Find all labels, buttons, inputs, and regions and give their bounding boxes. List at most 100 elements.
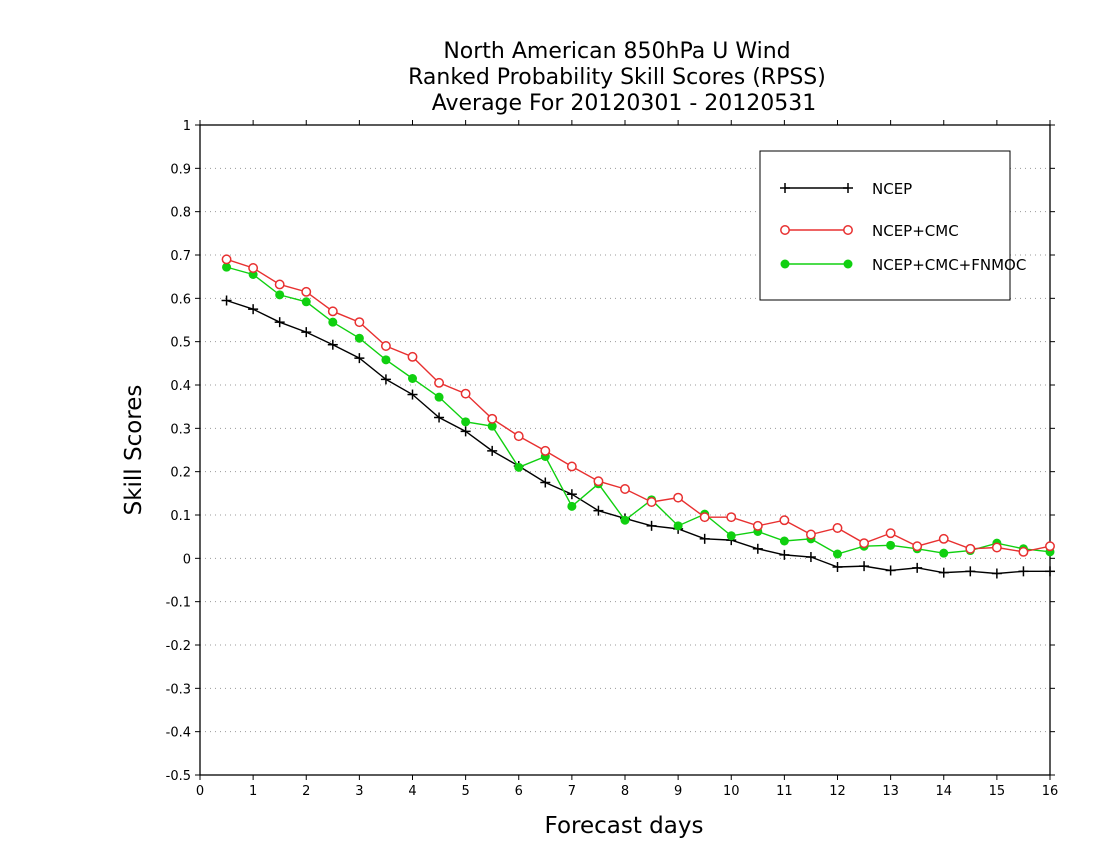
x-tick-label: 4 [408,784,416,799]
title-line-1: North American 850hPa U Wind [443,39,790,64]
legend-label: NCEP [872,180,912,198]
series-ncep-cmc-fnmoc [222,262,1055,559]
y-tick-label: 1 [183,119,191,134]
data-point [434,412,445,423]
series-line [226,258,1051,553]
data-point [752,543,763,554]
data-point [673,521,683,531]
legend-entry: NCEP [780,180,912,198]
data-point [1018,546,1029,557]
x-tick-label: 9 [674,784,682,799]
data-point [699,533,710,544]
legend-entry: NCEP+CMC [780,222,959,240]
data-point [752,520,763,531]
data-point [222,262,232,272]
data-point [780,259,790,269]
y-tick-label: -0.2 [166,639,191,654]
data-point [248,304,259,315]
chart-title: North American 850hPa U Wind Ranked Prob… [408,39,826,116]
data-point [965,543,976,554]
data-point [327,306,338,317]
y-tick-label: 0.2 [170,466,191,481]
y-tick-label: 0.7 [170,249,191,264]
data-point [620,515,630,525]
x-tick-label: 11 [776,784,793,799]
data-point [408,374,417,383]
data-point [301,297,311,307]
x-tick-label: 0 [196,784,204,799]
data-point [843,225,853,235]
data-point [886,540,896,550]
x-tick-label: 16 [1042,784,1059,799]
data-point [991,542,1002,553]
data-point [859,538,870,549]
data-point [1045,541,1055,552]
data-point [779,549,790,560]
data-point [274,279,285,290]
data-point [301,286,312,297]
data-point [780,225,790,235]
data-point [275,290,285,300]
x-tick-label: 1 [249,784,257,799]
x-tick-label: 12 [829,784,846,799]
axes: -0.5 -0.4 -0.3 -0.2 -0.1 0 0.1 0.2 0.3 0.4 0.5 0.6 0… [166,119,1059,799]
data-point [833,549,842,559]
data-point [1018,566,1029,577]
data-point [460,426,471,437]
x-tick-label: 13 [882,784,899,799]
legend: NCEP NCEP+CMC NCEP+CMC+FNMOC [759,150,1026,301]
data-point [380,374,391,385]
legend-entry: NCEP+CMC+FNMOC [780,256,1026,274]
data-point [434,377,445,388]
y-tick-label: -0.3 [166,682,191,697]
title-line-2: Ranked Probability Skill Scores (RPSS) [408,65,826,90]
data-point [487,413,498,424]
data-point [1045,566,1055,577]
data-point [248,263,259,273]
data-point [832,523,843,533]
data-point [566,489,577,500]
data-point [779,515,790,526]
legend-box [759,150,1011,301]
data-point [726,531,736,541]
series [221,254,1055,579]
data-point [540,477,551,488]
data-point [566,461,577,472]
x-axis-title: Forecast days [545,813,704,839]
data-point [513,431,524,442]
data-point [965,566,976,577]
x-tick-label: 10 [723,784,740,799]
y-tick-label: -0.4 [166,726,191,741]
data-point [381,355,391,365]
y-tick-label: 0.5 [170,336,191,351]
x-tick-label: 8 [621,784,629,799]
y-axis-title: Skill Scores [121,385,147,516]
legend-label: NCEP+CMC+FNMOC [872,256,1026,274]
data-point [221,295,232,306]
y-tick-label: 0.9 [170,162,191,177]
x-tick-label: 5 [461,784,469,799]
x-tick-label: 7 [568,784,576,799]
x-tick-label: 15 [989,784,1006,799]
data-point [780,183,790,193]
data-point [380,341,391,351]
x-tick-label: 6 [515,784,523,799]
data-point [939,548,949,558]
y-tick-label: 0 [183,552,191,567]
data-point [327,339,338,350]
data-point [593,476,604,487]
data-point [646,520,657,531]
series-ncep-cmc [221,254,1055,557]
series-line [226,266,1051,555]
data-point [567,501,577,511]
data-point [805,552,816,563]
data-point [407,351,418,362]
data-point [221,254,232,265]
data-point [354,317,365,328]
data-point [938,533,949,544]
data-point [540,445,551,456]
data-point [859,561,870,572]
data-point [646,497,657,507]
title-line-3: Average For 20120301 - 20120531 [432,91,817,116]
